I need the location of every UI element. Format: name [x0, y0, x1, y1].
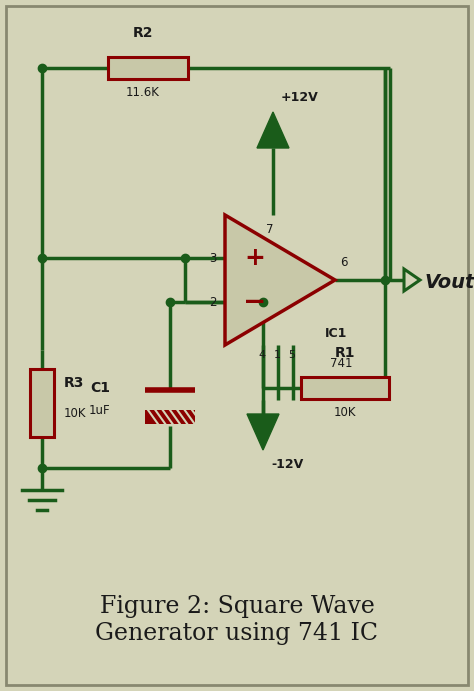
Text: 5: 5 — [289, 350, 295, 360]
Text: +: + — [245, 246, 265, 270]
Bar — [145, 410, 195, 424]
Text: 7: 7 — [266, 223, 274, 236]
Bar — [108, 57, 188, 79]
Text: 3: 3 — [210, 252, 217, 265]
Text: C1: C1 — [90, 381, 110, 395]
Text: 1uF: 1uF — [88, 404, 110, 417]
Text: 10K: 10K — [334, 406, 356, 419]
Text: R1: R1 — [335, 346, 355, 360]
Text: 1: 1 — [273, 350, 281, 360]
Text: Figure 2: Square Wave
Generator using 741 IC: Figure 2: Square Wave Generator using 74… — [95, 595, 379, 645]
Bar — [30, 369, 54, 437]
Text: 741: 741 — [330, 357, 353, 370]
Text: 4: 4 — [258, 350, 265, 360]
Polygon shape — [247, 414, 279, 450]
Text: R3: R3 — [64, 376, 84, 390]
Text: Vout: Vout — [425, 272, 474, 292]
Text: 6: 6 — [340, 256, 347, 269]
Polygon shape — [257, 112, 289, 148]
Text: −: − — [243, 288, 266, 316]
Text: +12V: +12V — [281, 91, 319, 104]
Text: 11.6K: 11.6K — [126, 86, 160, 99]
Text: IC1: IC1 — [325, 327, 347, 340]
Polygon shape — [225, 215, 335, 345]
Bar — [301, 377, 389, 399]
Text: 2: 2 — [210, 296, 217, 308]
Text: R2: R2 — [133, 26, 153, 40]
Text: -12V: -12V — [271, 458, 303, 471]
Text: 10K: 10K — [64, 406, 86, 419]
